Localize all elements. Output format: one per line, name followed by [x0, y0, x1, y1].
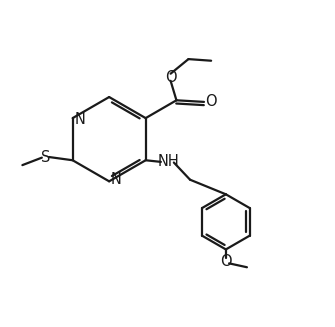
Text: N: N: [111, 172, 122, 187]
Text: S: S: [41, 149, 51, 164]
Text: O: O: [165, 70, 177, 85]
Text: NH: NH: [157, 154, 179, 169]
Text: N: N: [74, 112, 85, 127]
Text: O: O: [205, 94, 216, 109]
Text: O: O: [220, 254, 232, 269]
